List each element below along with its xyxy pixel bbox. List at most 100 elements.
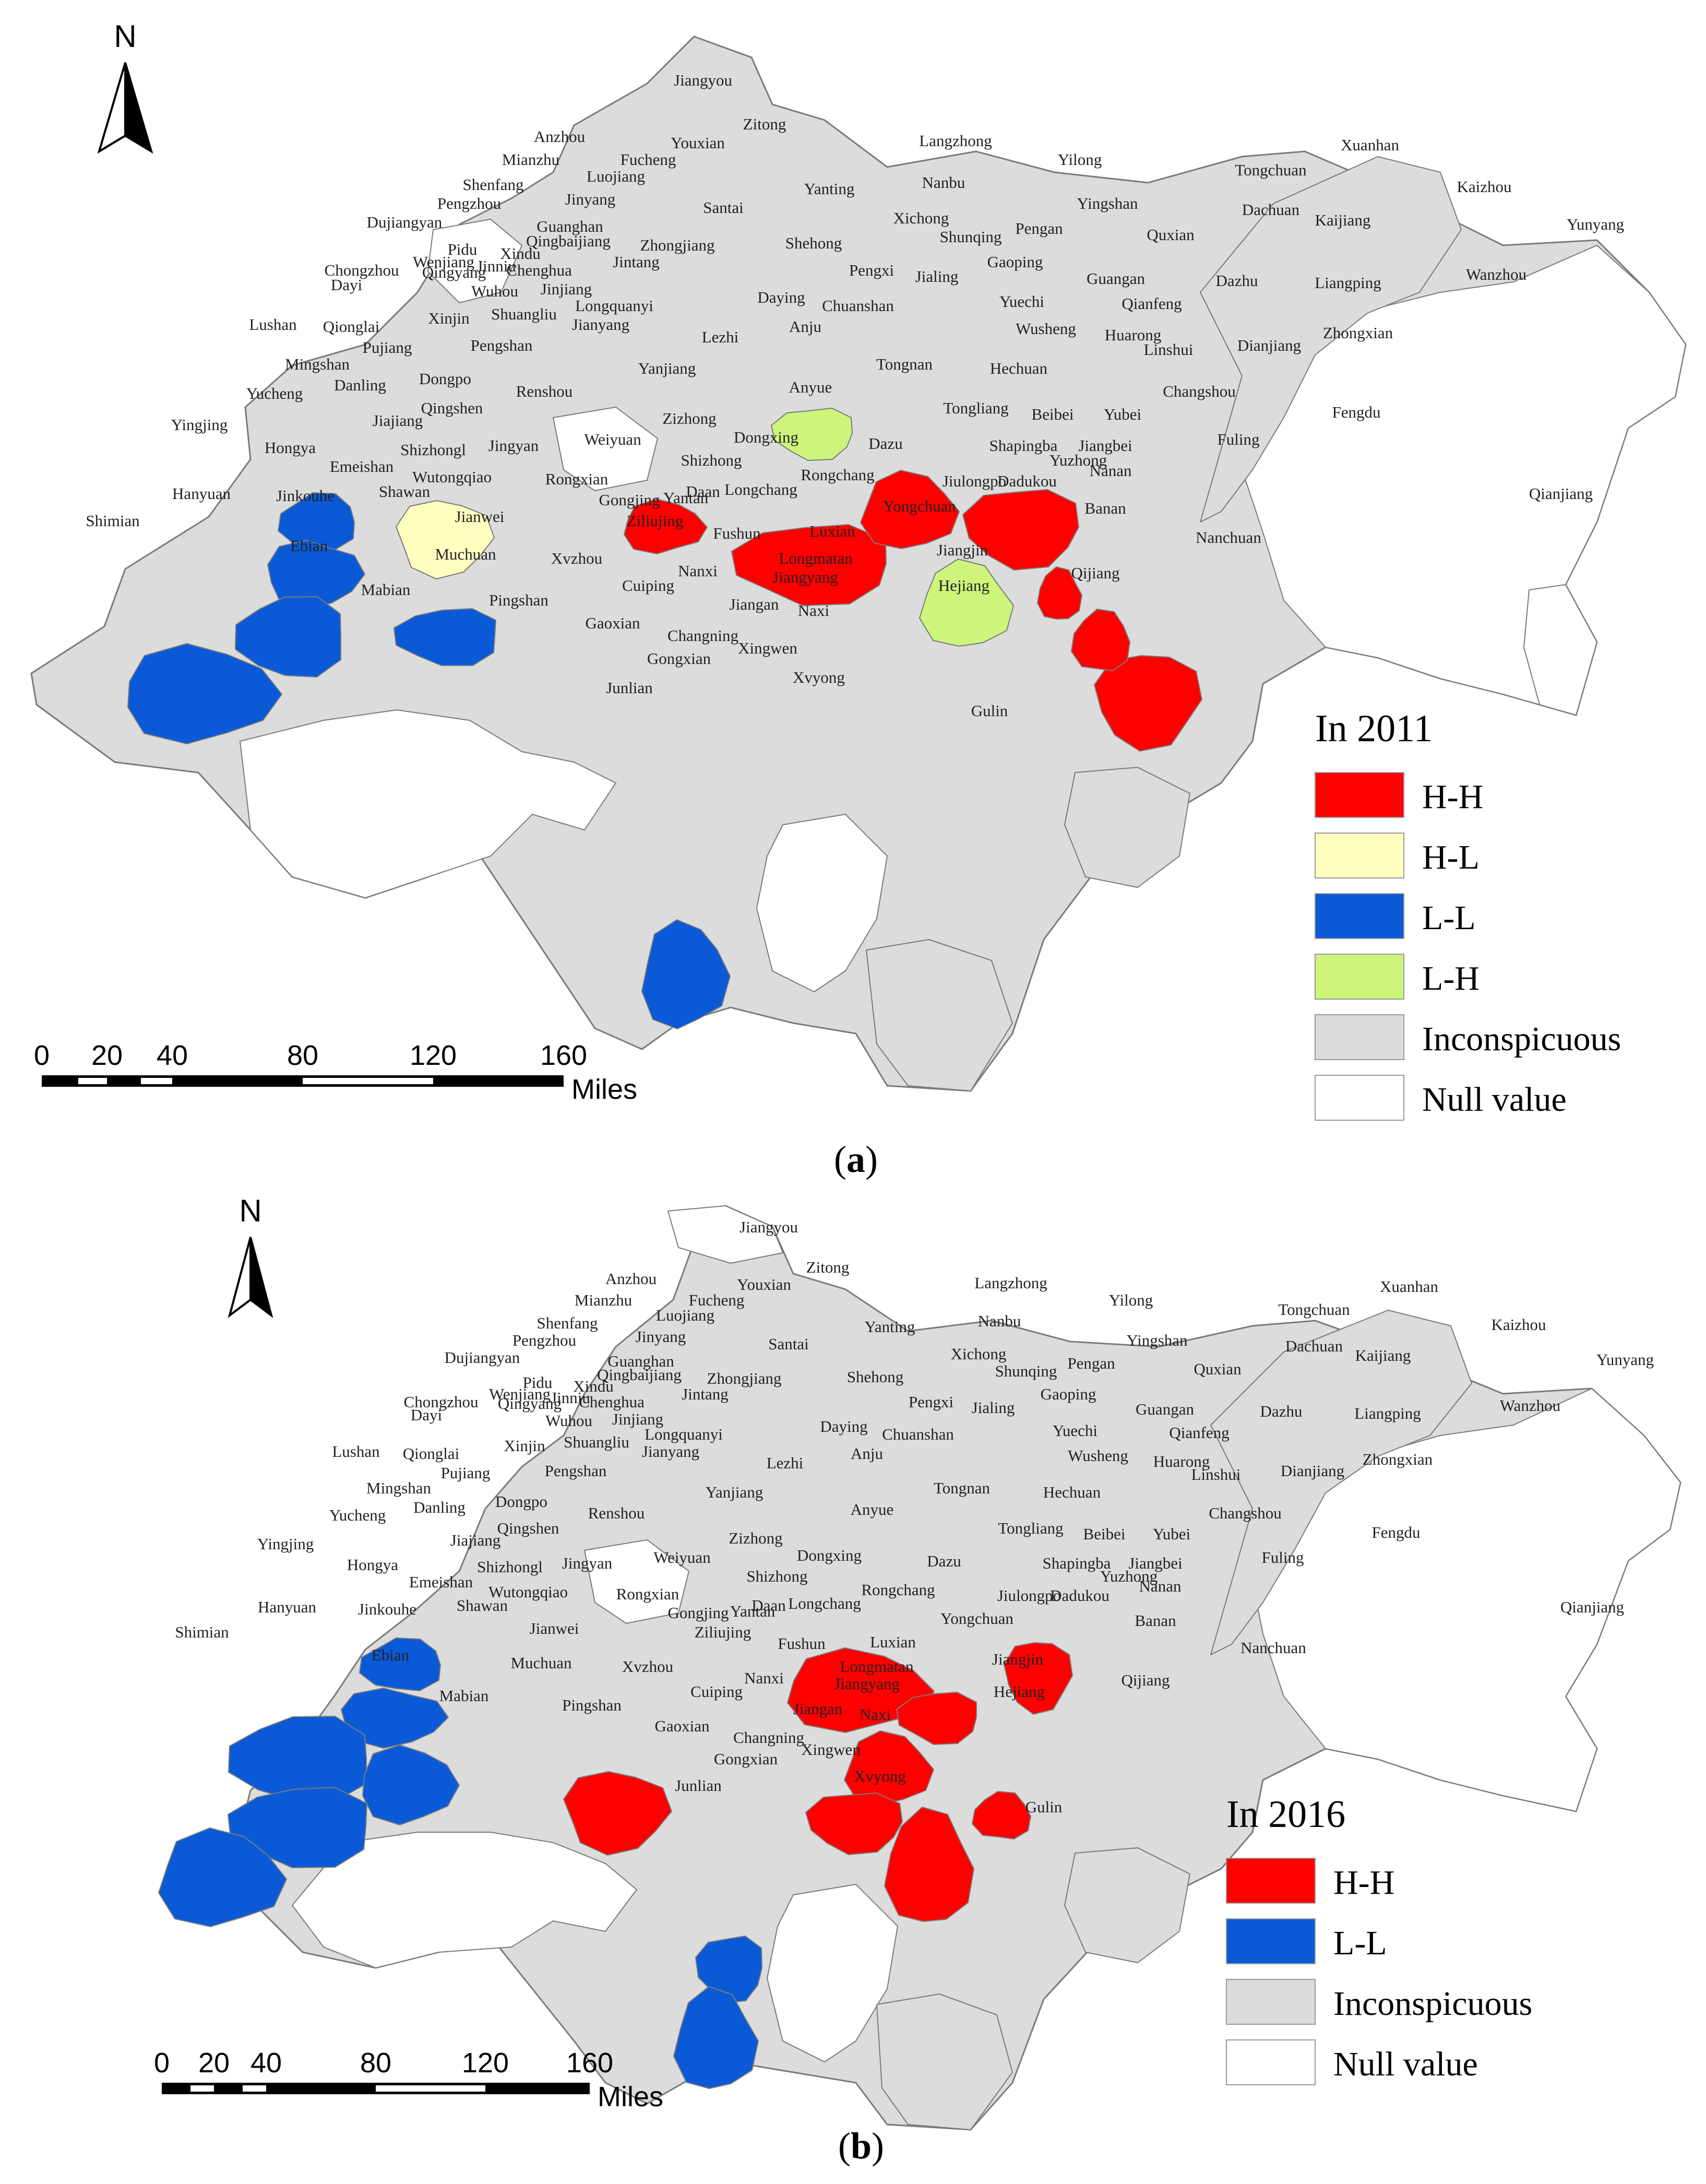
north-arrow-icon	[228, 1237, 252, 1319]
place-label-jinyang: Jinyang	[565, 190, 615, 208]
place-label-huarong: Huarong	[1105, 326, 1161, 344]
scale-bar-segment	[141, 1078, 172, 1084]
place-label-wutongqiao: Wutongqiao	[412, 468, 492, 486]
place-label-mianzhu: Mianzhu	[575, 1291, 632, 1309]
place-label-nanbu: Nanbu	[978, 1312, 1021, 1330]
place-label-jingyan: Jingyan	[488, 436, 539, 455]
place-label-longquanyi: Longquanyi	[575, 296, 653, 315]
region-tongliang	[919, 559, 1014, 647]
place-label-rongchang: Rongchang	[861, 1581, 935, 1599]
place-label-pengzhou: Pengzhou	[512, 1331, 576, 1349]
legend-swatch-l-h	[1315, 954, 1404, 1000]
place-label-guanghan: Guanghan	[607, 1352, 674, 1370]
place-label-xingwen: Xingwen	[801, 1740, 861, 1759]
place-label-shimian: Shimian	[86, 512, 140, 530]
place-label-fucheng: Fucheng	[689, 1291, 745, 1309]
place-label-muchuan: Muchuan	[435, 545, 496, 563]
place-label-daan: Daan	[686, 482, 720, 501]
place-label-jintang: Jintang	[613, 253, 660, 271]
place-label-ziliujing: Ziliujing	[627, 512, 684, 530]
scale-tick-label: 20	[91, 1040, 123, 1071]
place-label-shizhong: Shizhong	[746, 1567, 807, 1585]
place-label-yingjing: Yingjing	[257, 1535, 314, 1553]
legend-swatch-h-l	[1315, 833, 1404, 879]
region-banan	[1094, 655, 1202, 752]
legend-label-h-h: H-H	[1422, 778, 1483, 816]
place-label-pujiang: Pujiang	[441, 1464, 491, 1482]
place-label-jianwei: Jianwei	[530, 1619, 579, 1637]
place-label-shimian: Shimian	[175, 1623, 229, 1641]
place-label-zitong: Zitong	[806, 1258, 850, 1276]
place-label-fuling: Fuling	[1262, 1548, 1304, 1566]
place-label-pingshan: Pingshan	[489, 591, 548, 609]
scale-bar-segment	[190, 2085, 214, 2092]
place-label-anzhou: Anzhou	[534, 127, 585, 146]
place-label-pengzhou: Pengzhou	[437, 194, 501, 212]
place-label-gongjing: Gongjing	[667, 1604, 729, 1622]
place-label-shunqing: Shunqing	[940, 228, 1002, 246]
place-label-santai: Santai	[768, 1335, 809, 1353]
place-label-changning: Changning	[667, 626, 738, 645]
place-label-qionglai: Qionglai	[403, 1444, 460, 1463]
place-label-dachuan: Dachuan	[1285, 1337, 1343, 1355]
place-label-chuanshan: Chuanshan	[882, 1425, 954, 1443]
place-label-qingbaijiang: Qingbaijiang	[526, 232, 611, 250]
place-label-jiulongpo: Jiulongpo	[943, 472, 1006, 490]
place-label-mingshan: Mingshan	[366, 1479, 432, 1497]
place-label-nanan: Nanan	[1139, 1577, 1182, 1595]
region-hongya	[362, 1744, 460, 1825]
place-label-dachuan: Dachuan	[1242, 200, 1300, 219]
place-label-rongchang: Rongchang	[801, 466, 874, 484]
place-label-mianzhu: Mianzhu	[502, 150, 559, 169]
legend-swatch-null-value	[1315, 1075, 1404, 1121]
place-label-longchang: Longchang	[788, 1594, 861, 1612]
place-label-yuzhong: Yuzhong	[1100, 1567, 1158, 1585]
north-arrow-letter: N	[239, 1193, 261, 1228]
place-label-gaoping: Gaoping	[987, 253, 1043, 271]
place-label-qingshen: Qingshen	[421, 399, 483, 417]
place-label-shunqing: Shunqing	[995, 1362, 1057, 1380]
region-yingjing	[228, 1716, 367, 1802]
place-label-nanbu: Nanbu	[922, 173, 965, 192]
region-hongya	[235, 596, 341, 678]
legend-label-h-l: H-L	[1422, 838, 1480, 876]
place-label-hanyuan: Hanyuan	[258, 1598, 316, 1616]
place-label-longmatan: Longmatan	[840, 1657, 914, 1676]
place-label-rongxian: Rongxian	[545, 470, 609, 488]
region-rongxian	[563, 1771, 672, 1856]
place-label-jinjiang: Jinjiang	[612, 1410, 663, 1428]
place-label-zitong: Zitong	[743, 115, 786, 133]
place-label-yanting: Yanting	[865, 1317, 915, 1336]
place-label-guanghan: Guanghan	[536, 217, 603, 235]
place-label-jiangyou: Jiangyou	[674, 71, 732, 89]
place-label-qingyang: Qingyang	[422, 263, 486, 281]
place-label-jialing: Jialing	[915, 267, 959, 286]
place-label-jinniu: Jinniu	[476, 257, 516, 275]
place-label-cuiping: Cuiping	[690, 1682, 743, 1701]
legend-swatch-h-h	[1226, 1858, 1316, 1904]
place-label-yongchuan: Yongchuan	[883, 497, 956, 515]
place-label-junlian: Junlian	[606, 679, 653, 697]
place-label-luxian: Luxian	[809, 522, 855, 540]
place-label-jiangyang: Jiangyang	[772, 568, 838, 586]
scale-bar-segment	[376, 2085, 485, 2092]
scale-tick-label: 120	[410, 1040, 457, 1071]
null-area-north	[427, 218, 523, 304]
place-label-danling: Danling	[413, 1498, 466, 1516]
place-label-fucheng: Fucheng	[621, 150, 676, 169]
place-label-dadukou: Dadukou	[997, 472, 1057, 490]
place-label-xichong: Xichong	[893, 209, 949, 227]
place-label-dongxing: Dongxing	[797, 1546, 862, 1564]
place-label-anju: Anju	[789, 317, 821, 336]
place-label-yubei: Yubei	[1153, 1525, 1191, 1543]
place-label-gaoping: Gaoping	[1041, 1385, 1096, 1403]
place-label-youxian: Youxian	[671, 134, 725, 152]
place-label-shapingba: Shapingba	[1043, 1554, 1111, 1572]
legend-label-l-h: L-H	[1422, 959, 1480, 998]
scale-bar-segment	[243, 2085, 266, 2092]
place-label-shehong: Shehong	[785, 234, 842, 252]
place-labels: Jiangyou Zitong Anzhou Youxian Langzhong Xuan…	[175, 1218, 1654, 1816]
place-label-jiangjin: Jiangjin	[992, 1650, 1044, 1668]
place-label-xvyong: Xvyong	[854, 1767, 906, 1785]
place-label-chongzhou: Chongzhou	[404, 1393, 479, 1411]
